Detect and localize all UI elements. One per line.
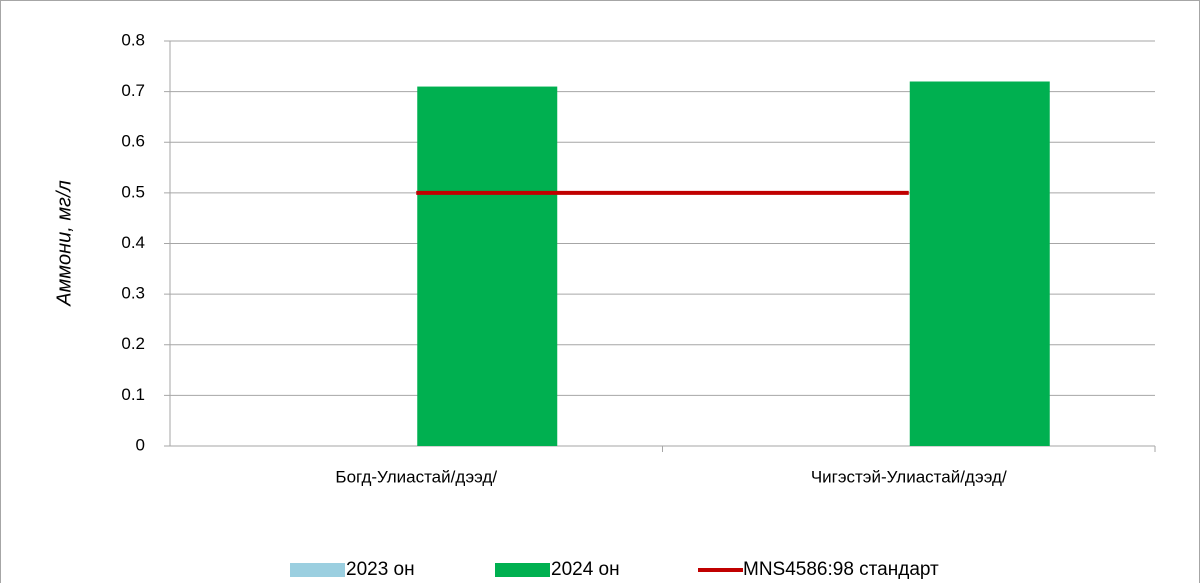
y-tick-label: 0.3 <box>121 284 145 303</box>
x-tick-label: Богд-Улиастай/дээд/ <box>335 467 497 486</box>
y-tick-label: 0.6 <box>121 132 145 151</box>
legend-label: MNS4586:98 стандарт <box>743 559 939 580</box>
y-tick-label: 0 <box>136 435 145 454</box>
bar <box>909 81 1050 446</box>
legend-label: 2023 он <box>346 559 415 580</box>
bar <box>417 86 558 446</box>
legend-label: 2024 он <box>551 559 620 580</box>
y-tick-label: 0.1 <box>121 385 145 404</box>
legend-swatch <box>290 563 345 577</box>
x-tick-label: Чигэстэй-Улиастай/дээд/ <box>811 467 1007 486</box>
legend-swatch <box>495 563 550 577</box>
y-tick-label: 0.7 <box>121 81 145 100</box>
y-tick-label: 0.5 <box>121 182 145 201</box>
y-tick-label: 0.8 <box>121 30 145 49</box>
y-tick-label: 0.4 <box>121 233 145 252</box>
y-axis-title: Аммони, мг/л <box>53 180 75 307</box>
y-tick-label: 0.2 <box>121 334 145 353</box>
